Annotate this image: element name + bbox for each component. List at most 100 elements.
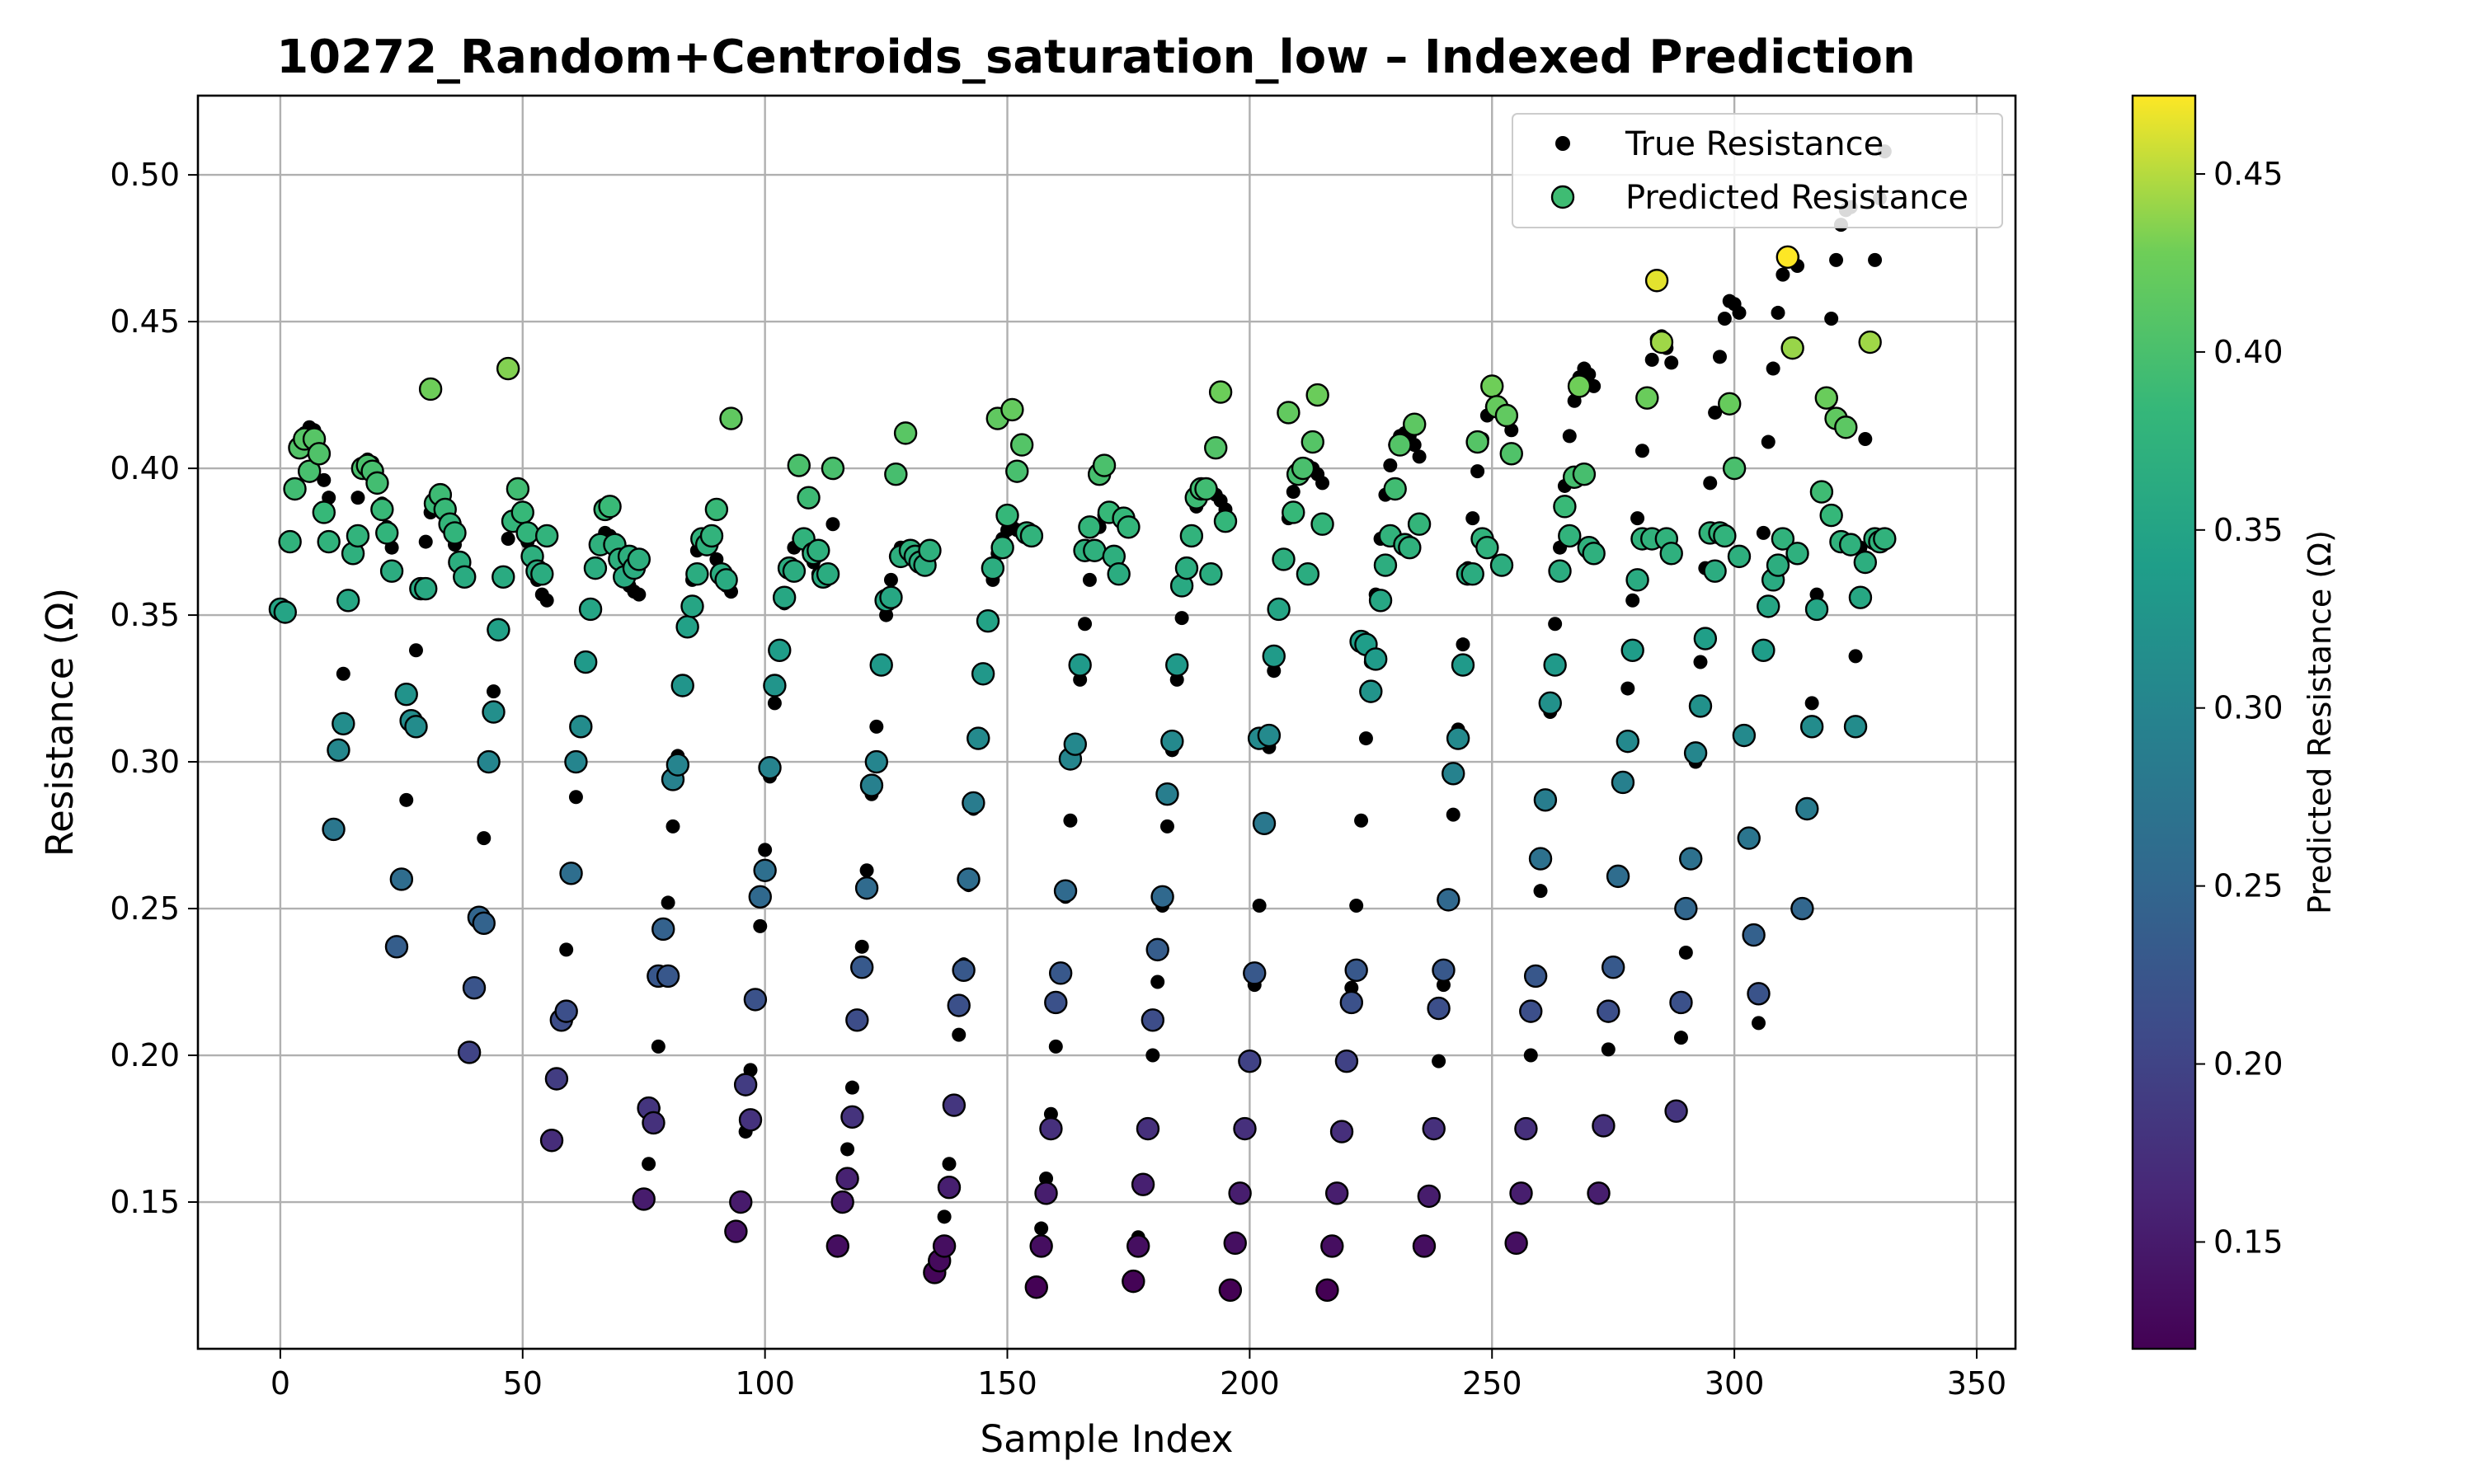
colorbar-ticks: 0.15 0.20 0.25 0.30 0.35 0.40 0.45 bbox=[2195, 156, 2284, 1260]
predicted-resistance-point bbox=[1742, 923, 1766, 947]
y-tick-label: 0.40 bbox=[110, 450, 180, 486]
predicted-resistance-point bbox=[825, 1234, 850, 1258]
predicted-resistance-point bbox=[1669, 990, 1693, 1015]
predicted-resistance-point bbox=[1141, 1008, 1165, 1032]
y-tick-label: 0.35 bbox=[110, 597, 180, 633]
predicted-resistance-point bbox=[1024, 1275, 1048, 1299]
y-tick-label: 0.15 bbox=[110, 1184, 180, 1220]
true-resistance-point bbox=[1858, 431, 1873, 446]
true-resistance-point bbox=[1824, 312, 1839, 326]
predicted-resistance-point bbox=[1489, 553, 1514, 577]
predicted-resistance-point bbox=[1228, 1181, 1252, 1205]
true-resistance-point bbox=[1078, 617, 1093, 632]
predicted-resistance-point bbox=[1732, 723, 1757, 748]
predicted-resistance-point bbox=[1858, 330, 1882, 355]
predicted-resistance-point bbox=[937, 1176, 962, 1200]
predicted-resistance-point bbox=[1373, 553, 1398, 577]
true-resistance-point bbox=[1708, 405, 1723, 420]
predicted-resistance-point bbox=[506, 477, 530, 501]
predicted-resistance-point bbox=[656, 964, 680, 989]
true-resistance-point bbox=[1630, 511, 1645, 526]
predicted-resistance-point bbox=[1611, 770, 1635, 795]
true-resistance-point bbox=[1159, 819, 1174, 834]
predicted-resistance-point bbox=[1703, 559, 1727, 583]
true-resistance-point bbox=[1634, 444, 1649, 458]
predicted-resistance-point bbox=[1310, 512, 1334, 536]
colorbar-tick-label: 0.35 bbox=[2213, 512, 2284, 548]
predicted-resistance-point bbox=[1679, 847, 1703, 871]
predicted-resistance-point bbox=[1834, 416, 1858, 439]
predicted-resistance-point bbox=[1126, 1234, 1150, 1258]
predicted-resistance-point bbox=[942, 1093, 967, 1117]
predicted-resistance-point bbox=[1432, 958, 1456, 982]
predicted-resistance-point bbox=[1553, 495, 1577, 519]
predicted-resistance-point bbox=[1078, 515, 1102, 539]
predicted-resistance-point bbox=[1029, 1234, 1053, 1258]
predicted-resistance-point bbox=[530, 562, 554, 586]
true-resistance-point bbox=[642, 1157, 656, 1172]
true-resistance-point bbox=[1829, 252, 1844, 267]
predicted-resistance-point bbox=[840, 1105, 864, 1129]
predicted-resistance-point bbox=[1499, 442, 1523, 466]
predicted-resistance-point bbox=[1809, 480, 1834, 504]
predicted-resistance-point bbox=[1243, 961, 1267, 985]
predicted-resistance-point bbox=[743, 988, 768, 1012]
predicted-resistance-point bbox=[729, 1190, 753, 1214]
true-resistance-point bbox=[1625, 593, 1640, 608]
predicted-resistance-point bbox=[1194, 477, 1218, 501]
predicted-resistance-point bbox=[1558, 524, 1582, 548]
true-resistance-point bbox=[1315, 476, 1330, 491]
true-resistance-point bbox=[559, 942, 574, 957]
true-resistance-point bbox=[942, 1157, 957, 1172]
predicted-resistance-point bbox=[1635, 386, 1659, 410]
predicted-resistance-point bbox=[1795, 796, 1819, 821]
predicted-resistance-point bbox=[307, 442, 332, 466]
true-resistance-point bbox=[1644, 352, 1659, 367]
predicted-resistance-point bbox=[1005, 459, 1029, 483]
true-resistance-point bbox=[1174, 611, 1189, 626]
predicted-resistance-point bbox=[849, 956, 874, 979]
predicted-resistance-point bbox=[971, 662, 995, 686]
y-axis-label: Resistance (Ω) bbox=[38, 588, 82, 857]
predicted-resistance-point bbox=[1160, 729, 1184, 754]
x-tick-label: 350 bbox=[1947, 1365, 2007, 1402]
predicted-resistance-point bbox=[384, 935, 409, 959]
true-resistance-point bbox=[1673, 1031, 1688, 1045]
true-resistance-point bbox=[568, 790, 583, 805]
predicted-resistance-point bbox=[1427, 996, 1451, 1021]
predicted-resistance-point bbox=[379, 559, 404, 583]
y-tick-label: 0.25 bbox=[110, 890, 180, 927]
predicted-resistance-point bbox=[1300, 430, 1324, 454]
predicted-resistance-point bbox=[1044, 990, 1068, 1015]
grid-lines bbox=[198, 96, 2015, 1349]
predicted-resistance-point bbox=[957, 867, 981, 891]
predicted-resistance-point bbox=[1068, 653, 1092, 677]
true-resistance-point bbox=[1470, 464, 1485, 479]
colorbar-tick-label: 0.15 bbox=[2213, 1223, 2284, 1260]
predicted-resistance-point bbox=[1737, 826, 1761, 850]
predicted-resistance-point bbox=[1582, 542, 1606, 566]
y-tick-label: 0.45 bbox=[110, 303, 180, 340]
predicted-resistance-point bbox=[583, 556, 608, 580]
predicted-resistance-point bbox=[1601, 956, 1625, 979]
predicted-resistance-point bbox=[1780, 336, 1804, 360]
predicted-resistance-point bbox=[564, 749, 588, 774]
predicted-resistance-point bbox=[1368, 589, 1393, 613]
predicted-resistance-point bbox=[1092, 453, 1117, 477]
predicted-resistance-point bbox=[1262, 644, 1286, 669]
predicted-resistance-point bbox=[1727, 544, 1752, 569]
predicted-resistance-point bbox=[967, 726, 990, 750]
predicted-resistance-point bbox=[1009, 433, 1034, 457]
predicted-resistance-point bbox=[1766, 553, 1790, 577]
predicted-resistance-point bbox=[510, 500, 534, 524]
predicted-resistance-point bbox=[1771, 527, 1795, 551]
predicted-resistance-point bbox=[1223, 1231, 1247, 1256]
predicted-resistance-point bbox=[1403, 412, 1427, 436]
predicted-resistance-point bbox=[666, 753, 690, 777]
true-resistance-point bbox=[317, 472, 332, 487]
predicted-resistance-point bbox=[394, 682, 418, 707]
legend-box bbox=[1512, 113, 2003, 228]
predicted-resistance-point bbox=[1218, 1278, 1243, 1303]
true-resistance-point bbox=[854, 939, 869, 954]
true-resistance-point bbox=[1383, 458, 1398, 473]
